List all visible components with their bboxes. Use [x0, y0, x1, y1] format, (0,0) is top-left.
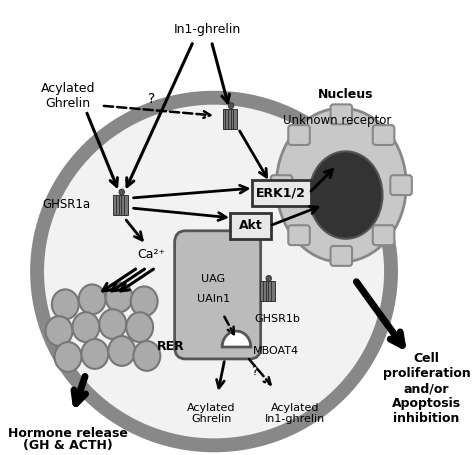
Text: RER: RER — [157, 339, 185, 353]
Bar — [121, 195, 125, 215]
FancyBboxPatch shape — [330, 104, 352, 124]
Text: In1-ghrelin: In1-ghrelin — [173, 23, 240, 35]
Circle shape — [119, 189, 125, 195]
Bar — [118, 195, 122, 215]
Text: Acylated
In1-ghrelin: Acylated In1-ghrelin — [264, 403, 325, 425]
Bar — [268, 282, 272, 301]
Circle shape — [126, 312, 153, 342]
FancyBboxPatch shape — [390, 175, 412, 195]
Circle shape — [100, 309, 126, 339]
Ellipse shape — [309, 152, 383, 239]
FancyBboxPatch shape — [373, 125, 394, 145]
Bar — [228, 109, 231, 128]
Circle shape — [46, 316, 73, 346]
Text: Akt: Akt — [239, 219, 263, 233]
FancyBboxPatch shape — [271, 175, 292, 195]
Text: Acylated
Ghrelin: Acylated Ghrelin — [187, 403, 236, 425]
Text: (GH & ACTH): (GH & ACTH) — [23, 439, 113, 452]
Bar — [116, 195, 119, 215]
Circle shape — [133, 341, 160, 371]
FancyBboxPatch shape — [252, 180, 311, 206]
Circle shape — [266, 275, 272, 282]
Bar — [124, 195, 128, 215]
FancyBboxPatch shape — [330, 246, 352, 266]
Text: Nucleus: Nucleus — [318, 88, 374, 101]
Text: ?: ? — [251, 365, 258, 379]
Ellipse shape — [276, 108, 406, 262]
Text: ERK1/2: ERK1/2 — [256, 187, 306, 200]
Circle shape — [82, 339, 109, 369]
Text: GHSR1a: GHSR1a — [42, 198, 90, 212]
Bar — [263, 282, 266, 301]
FancyBboxPatch shape — [174, 231, 261, 359]
FancyBboxPatch shape — [288, 125, 310, 145]
Ellipse shape — [37, 98, 391, 445]
FancyBboxPatch shape — [230, 213, 272, 239]
Wedge shape — [222, 331, 251, 347]
Text: ?: ? — [148, 92, 155, 106]
FancyBboxPatch shape — [373, 225, 394, 245]
Bar — [223, 109, 226, 128]
Text: Hormone release: Hormone release — [8, 427, 128, 440]
Bar — [233, 109, 237, 128]
Text: UAG: UAG — [201, 274, 225, 284]
Circle shape — [52, 289, 79, 319]
Circle shape — [131, 286, 157, 316]
Circle shape — [79, 284, 106, 314]
Text: UAIn1: UAIn1 — [197, 294, 230, 304]
Circle shape — [55, 342, 82, 372]
Text: Unknown receptor: Unknown receptor — [283, 114, 392, 127]
Bar — [260, 282, 264, 301]
Circle shape — [228, 103, 234, 109]
Text: MBOAT4: MBOAT4 — [253, 346, 299, 356]
Text: Acylated
Ghrelin: Acylated Ghrelin — [41, 82, 95, 110]
Circle shape — [109, 336, 135, 366]
Text: GHSR1b: GHSR1b — [255, 314, 301, 324]
Bar — [231, 109, 234, 128]
Circle shape — [106, 283, 133, 312]
Text: Ca²⁺: Ca²⁺ — [137, 248, 165, 261]
Bar — [113, 195, 117, 215]
FancyBboxPatch shape — [288, 225, 310, 245]
Circle shape — [73, 312, 100, 342]
Bar — [265, 282, 269, 301]
Text: Cell
proliferation
and/or
Apoptosis
inhibition: Cell proliferation and/or Apoptosis inhi… — [383, 352, 470, 425]
Bar — [225, 109, 229, 128]
Bar — [271, 282, 274, 301]
